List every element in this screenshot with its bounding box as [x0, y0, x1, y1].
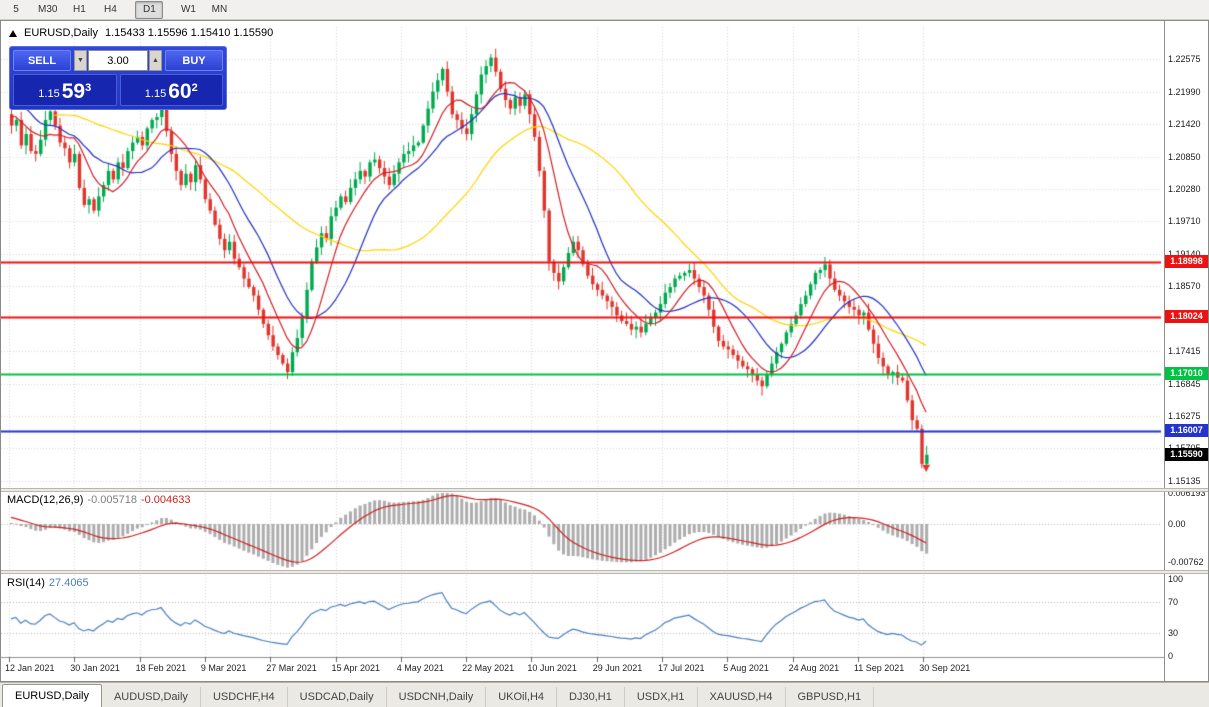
price-axis-label: 1.20850 — [1168, 151, 1201, 162]
macd-rsi-splitter[interactable] — [1, 570, 1208, 574]
chart-tab-xauusd-h4[interactable]: XAUUSD,H4 — [698, 687, 786, 707]
price-axis: 1.22575 1.21990 1.21420 1.20850 1.20280 1.197… — [1164, 21, 1208, 681]
price-axis-label: 1.18570 — [1168, 280, 1201, 291]
price-tag-1.18024: 1.18024 — [1165, 309, 1208, 323]
chart-tab-ukoil-h4[interactable]: UKOil,H4 — [486, 687, 558, 707]
date-axis-label: 12 Jan 2021 — [5, 663, 55, 673]
sell-price-big: 59 — [61, 80, 86, 103]
rsi-indicator-header: RSI(14) 27.4065 — [7, 577, 89, 589]
volume-down-button[interactable]: ▼ — [74, 50, 87, 71]
date-axis-label: 30 Sep 2021 — [919, 663, 971, 673]
buy-button[interactable]: BUY — [165, 50, 223, 71]
date-axis-label: 15 Apr 2021 — [331, 663, 381, 673]
price-tag-1.15590: 1.15590 — [1165, 447, 1208, 461]
macd-label: MACD(12,26,9) — [7, 494, 84, 506]
chart-tab-usdcad-daily[interactable]: USDCAD,Daily — [288, 687, 387, 707]
chart-tab-usdx-h1[interactable]: USDX,H1 — [625, 687, 698, 707]
price-axis-label: 1.22575 — [1168, 54, 1201, 64]
date-axis-label: 18 Feb 2021 — [135, 663, 187, 673]
macd-axis-label: 0.00 — [1168, 519, 1186, 529]
chart-tab-usdcnh-daily[interactable]: USDCNH,Daily — [387, 687, 487, 707]
date-axis-label: 10 Jun 2021 — [527, 663, 577, 673]
sell-price-box[interactable]: 1.15 59 3 — [13, 74, 117, 106]
rsi-axis-label: 30 — [1168, 627, 1179, 638]
chart-tab-gbpusd-h1[interactable]: GBPUSD,H1 — [786, 687, 875, 707]
date-axis-label: 22 May 2021 — [462, 663, 515, 673]
buy-price-big: 60 — [168, 80, 192, 103]
price-axis-label: 1.19140 — [1168, 248, 1201, 259]
period-button-w1[interactable]: W1 — [180, 4, 196, 15]
price-axis-label: 1.15135 — [1168, 475, 1201, 486]
macd-axis-label: -0.00762 — [1168, 557, 1204, 568]
rsi-axis-label: 0 — [1168, 651, 1174, 661]
date-axis-label: 4 May 2021 — [396, 663, 444, 673]
price-axis-label: 1.20280 — [1168, 184, 1201, 195]
period-button-5[interactable]: 5 — [13, 4, 19, 15]
date-axis-label: 9 Mar 2021 — [200, 663, 247, 673]
date-axis-label: 29 Jun 2021 — [592, 663, 643, 673]
sell-price-sup: 3 — [85, 82, 92, 94]
timeframe-toolbar: 5 M30 H1 H4 D1 W1 MN — [0, 0, 1209, 20]
date-axis-label: 11 Sep 2021 — [853, 663, 905, 673]
trade-prices-row: 1.15 59 3 1.15 60 2 — [13, 74, 223, 106]
chart-marker-icon — [9, 29, 17, 37]
buy-price-small: 1.15 — [144, 88, 167, 100]
period-button-h1[interactable]: H1 — [73, 4, 86, 15]
price-axis-label: 1.21990 — [1168, 87, 1201, 98]
chart-symbol-label: EURUSD,Daily 1.15433 1.15596 1.15410 1.1… — [9, 27, 273, 39]
period-button-mn[interactable]: MN — [211, 4, 228, 15]
price-axis-label: 1.16845 — [1168, 378, 1201, 389]
price-axis-label: 1.17415 — [1168, 346, 1201, 357]
period-button-m30[interactable]: M30 — [38, 4, 58, 15]
chart-tab-eurusd-daily[interactable]: EURUSD,Daily — [2, 684, 102, 707]
macd-axis-label: 0.006193 — [1168, 488, 1206, 499]
sell-price-small: 1.15 — [38, 88, 60, 100]
macd-signal-value: -0.004633 — [140, 494, 191, 506]
chart-tab-usdchf-h4[interactable]: USDCHF,H4 — [201, 687, 288, 707]
rsi-axis-label: 100 — [1168, 574, 1184, 584]
ohlc-values: 1.15433 1.15596 1.15410 1.15590 — [104, 27, 274, 39]
price-tag-1.16007: 1.16007 — [1165, 424, 1208, 438]
period-button-d1[interactable]: D1 — [135, 0, 164, 19]
chart-tab-dj30-h1[interactable]: DJ30,H1 — [557, 687, 625, 707]
rsi-label: RSI(14) — [7, 577, 45, 589]
price-axis-label: 1.16275 — [1168, 410, 1201, 421]
date-axis-label: 27 Mar 2021 — [266, 663, 317, 673]
price-tag-1.18998: 1.18998 — [1165, 254, 1208, 268]
volume-input[interactable] — [88, 50, 148, 71]
price-axis-label: 1.21420 — [1168, 119, 1201, 130]
date-axis-label: 5 Aug 2021 — [723, 663, 769, 673]
trade-buttons-row: SELL ▼ ▲ BUY — [13, 50, 223, 71]
chart-tab-bar: EURUSD,Daily AUDUSD,Daily USDCHF,H4 USDCAD,… — [0, 682, 1209, 707]
period-button-h4[interactable]: H4 — [104, 4, 117, 15]
macd-indicator-header: MACD(12,26,9) -0.005718 -0.004633 — [7, 494, 191, 506]
sell-button[interactable]: SELL — [13, 50, 71, 71]
volume-up-button[interactable]: ▲ — [149, 50, 162, 71]
rsi-axis-label: 70 — [1168, 597, 1179, 608]
date-axis-label: 17 Jul 2021 — [658, 663, 705, 673]
main-macd-splitter[interactable] — [1, 488, 1208, 492]
chart-tab-audusd-daily[interactable]: AUDUSD,Daily — [102, 687, 201, 707]
buy-price-box[interactable]: 1.15 60 2 — [119, 74, 223, 106]
price-chart-canvas[interactable] — [1, 21, 1165, 681]
symbol-name: EURUSD,Daily — [24, 27, 98, 39]
date-axis-label: 24 Aug 2021 — [788, 663, 840, 673]
chart-window: EURUSD,Daily 1.15433 1.15596 1.15410 1.1… — [0, 20, 1209, 682]
macd-main-value: -0.005718 — [87, 494, 137, 506]
buy-price-sup: 2 — [191, 82, 198, 94]
volume-control: ▼ ▲ — [74, 50, 162, 71]
date-axis-label: 30 Jan 2021 — [70, 663, 120, 673]
price-tag-1.17010: 1.17010 — [1165, 367, 1208, 381]
price-axis-label: 1.19710 — [1168, 216, 1201, 227]
rsi-value: 27.4065 — [48, 577, 89, 589]
